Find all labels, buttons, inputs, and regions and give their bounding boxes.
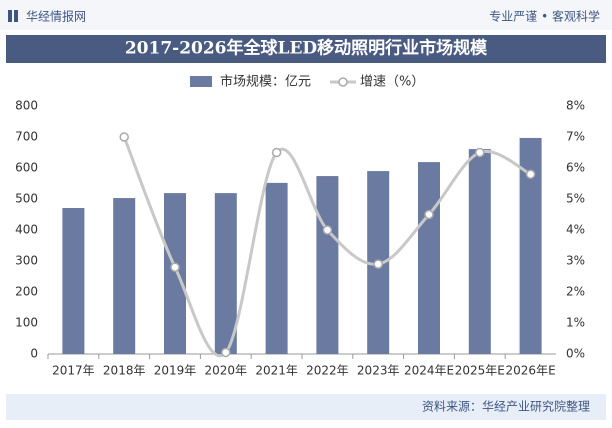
growth-line xyxy=(122,136,532,357)
y2-tick-label: 4% xyxy=(566,223,585,237)
y-tick-label: 600 xyxy=(15,161,38,175)
growth-point xyxy=(170,262,180,272)
x-tick-label: 2021年 xyxy=(255,364,298,378)
y-tick-label: 100 xyxy=(15,316,38,330)
x-tick-label: 2022年 xyxy=(306,364,349,378)
bar xyxy=(62,207,85,354)
y2-tick-label: 2% xyxy=(566,285,585,299)
legend-label: 市场规模：亿元 xyxy=(220,74,311,90)
y-tick-label: 300 xyxy=(15,254,38,268)
y-tick-label: 800 xyxy=(15,99,38,113)
x-tick-label: 2018年 xyxy=(103,364,146,378)
logo xyxy=(14,10,18,22)
growth-point xyxy=(221,347,231,358)
y2-tick-label: 7% xyxy=(566,130,585,144)
footer-band xyxy=(6,394,606,420)
y-tick-label: 0 xyxy=(30,347,38,361)
growth-point xyxy=(525,169,536,179)
x-tick-label: 2025年E xyxy=(455,364,505,378)
bar xyxy=(214,193,237,354)
growth-point xyxy=(322,225,333,235)
legend-swatch xyxy=(190,76,212,87)
x-tick-label: 2019年 xyxy=(154,364,197,378)
x-tick-label: 2024年E xyxy=(404,364,454,378)
source: 资料来源：华经产业研究院整理 xyxy=(422,399,590,414)
y2-tick-label: 3% xyxy=(566,254,585,268)
slogan: 专业严谨 • 客观科学 xyxy=(489,9,600,24)
growth-point xyxy=(424,209,434,220)
growth-point xyxy=(119,132,129,142)
y2-tick-label: 0% xyxy=(566,347,585,361)
legend-swatch xyxy=(338,77,348,87)
brand: 华经情报网 xyxy=(26,9,86,24)
bar xyxy=(316,176,339,354)
y-tick-label: 400 xyxy=(15,223,38,237)
bar xyxy=(164,193,186,354)
x-tick-label: 2017年 xyxy=(52,364,95,378)
bar xyxy=(468,149,491,354)
x-tick-label: 2020年 xyxy=(205,364,248,378)
y-tick-label: 500 xyxy=(15,192,38,206)
header-bg xyxy=(0,0,612,30)
x-tick-label: 2023年 xyxy=(357,364,400,378)
legend-label: 增速（%） xyxy=(360,75,424,90)
title-band xyxy=(6,35,606,63)
y2-tick-label: 1% xyxy=(566,316,585,330)
logo xyxy=(8,10,12,22)
y2-tick-label: 5% xyxy=(566,192,585,206)
bar xyxy=(113,198,136,354)
y2-tick-label: 6% xyxy=(566,161,585,175)
x-tick-label: 2026年E xyxy=(506,364,556,378)
bar xyxy=(519,137,542,354)
chart-title: 2017-2026年全球LED移动照明行业市场规模 xyxy=(125,38,488,59)
growth-point xyxy=(271,147,282,158)
bar xyxy=(418,162,440,354)
growth-point xyxy=(475,147,485,158)
growth-point xyxy=(373,259,383,269)
y-tick-label: 700 xyxy=(15,130,38,144)
bar xyxy=(265,182,288,354)
y-tick-label: 200 xyxy=(15,285,38,299)
y2-tick-label: 8% xyxy=(566,99,585,113)
